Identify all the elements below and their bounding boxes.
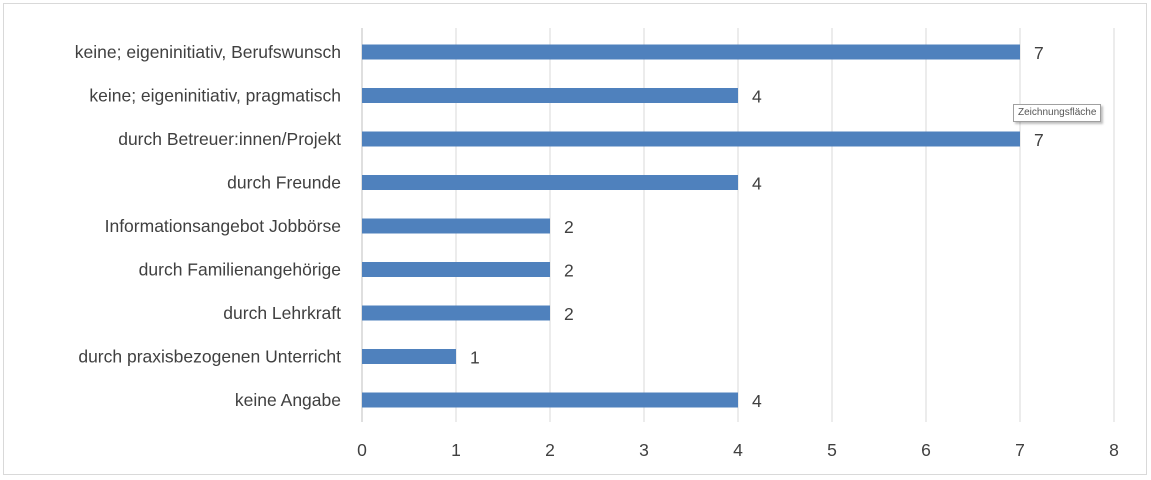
category-label: Informationsangebot Jobbörse <box>105 216 341 236</box>
bar <box>362 88 738 103</box>
data-label: 2 <box>564 217 574 237</box>
category-label: keine; eigeninitiativ, Berufswunsch <box>75 42 341 62</box>
x-tick-label: 2 <box>545 440 555 460</box>
bar <box>362 44 1020 60</box>
category-label: durch Lehrkraft <box>223 303 341 323</box>
bar <box>362 175 738 190</box>
bar-chart: keine; eigeninitiativ, Berufswunsch keine… <box>75 28 1119 460</box>
x-tick-label: 3 <box>639 440 649 460</box>
x-tick-label: 1 <box>451 440 461 460</box>
category-label: durch Familienangehörige <box>139 260 341 280</box>
data-label: 2 <box>564 261 574 281</box>
bar <box>362 262 550 277</box>
category-label: keine; eigeninitiativ, pragmatisch <box>89 86 341 106</box>
plot-area-tooltip: Zeichnungsfläche <box>1013 104 1102 122</box>
chart-area: keine; eigeninitiativ, Berufswunsch keine… <box>3 3 1147 475</box>
x-tick-label: 8 <box>1109 440 1119 460</box>
x-tick-label: 0 <box>357 440 367 460</box>
category-labels: keine; eigeninitiativ, Berufswunsch keine… <box>75 42 341 410</box>
data-label: 7 <box>1034 130 1044 150</box>
category-label: durch praxisbezogenen Unterricht <box>78 347 341 367</box>
category-label: keine Angabe <box>235 390 341 410</box>
bar <box>362 305 550 321</box>
data-label: 4 <box>752 87 762 107</box>
x-tick-label: 4 <box>733 440 743 460</box>
bar <box>362 218 550 234</box>
x-tick-label: 7 <box>1015 440 1025 460</box>
x-tick-label: 5 <box>827 440 837 460</box>
category-label: durch Freunde <box>227 173 341 193</box>
data-labels: 7 4 7 4 2 2 2 1 4 <box>470 43 1044 411</box>
data-label: 1 <box>470 348 480 368</box>
data-label: 2 <box>564 304 574 324</box>
bars <box>362 44 1020 408</box>
data-label: 4 <box>752 391 762 411</box>
bar <box>362 349 456 364</box>
data-label: 7 <box>1034 43 1044 63</box>
x-axis-tick-labels: 0 1 2 3 4 5 6 7 8 <box>357 440 1119 460</box>
data-label: 4 <box>752 174 762 194</box>
x-tick-label: 6 <box>921 440 931 460</box>
category-label: durch Betreuer:innen/Projekt <box>118 129 341 149</box>
bar <box>362 392 738 408</box>
bar <box>362 131 1020 147</box>
